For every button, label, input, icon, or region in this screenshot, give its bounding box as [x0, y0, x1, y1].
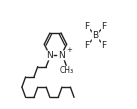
Text: F: F: [85, 41, 90, 50]
Text: F: F: [85, 22, 90, 31]
Text: CH₃: CH₃: [60, 66, 74, 75]
Text: −: −: [99, 26, 105, 35]
Text: +: +: [66, 47, 72, 53]
Text: F: F: [101, 22, 106, 31]
Text: N: N: [46, 51, 53, 60]
Text: B: B: [92, 31, 99, 40]
Text: F: F: [101, 41, 106, 50]
Text: N: N: [58, 51, 64, 60]
